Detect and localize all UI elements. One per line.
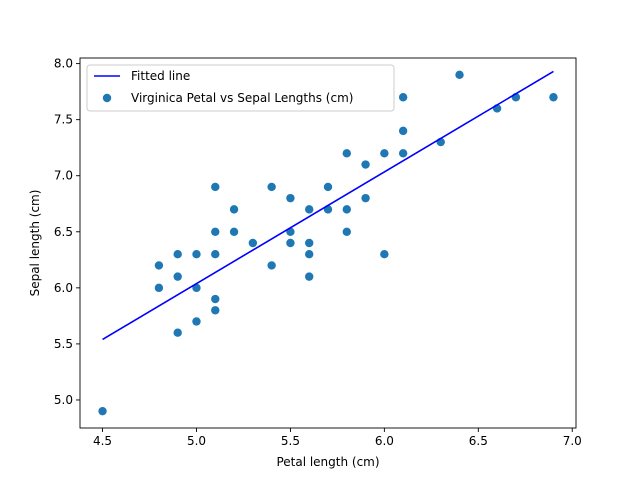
legend-box — [86, 64, 395, 112]
data-point — [361, 193, 370, 203]
data-point — [173, 272, 182, 281]
data-point — [342, 227, 351, 236]
data-point — [229, 227, 239, 236]
data-point — [248, 238, 258, 248]
y-tick-label: 6.5 — [54, 225, 73, 239]
data-point — [361, 160, 370, 169]
data-point — [342, 205, 351, 214]
plot-area — [98, 70, 558, 416]
y-tick-label: 7.0 — [54, 169, 73, 183]
data-point — [398, 126, 408, 136]
data-point — [154, 283, 164, 293]
data-point — [305, 238, 314, 248]
data-point — [455, 70, 464, 80]
y-tick-label: 8.0 — [54, 57, 73, 71]
data-point — [267, 182, 276, 192]
data-point — [286, 193, 295, 203]
x-tick-label: 6.5 — [469, 434, 488, 448]
legend-label-fitted-line: Fitted line — [131, 69, 190, 83]
data-point — [98, 406, 107, 416]
data-point — [323, 182, 333, 192]
data-point — [154, 261, 164, 270]
x-tick-label: 5.5 — [281, 434, 300, 448]
data-point — [211, 306, 220, 315]
data-point — [380, 149, 389, 158]
data-point — [380, 250, 389, 259]
x-tick-label: 7.0 — [563, 434, 582, 448]
data-point — [286, 238, 295, 248]
axes: 4.5 5.0 5.5 6.0 6.5 7.0 5.0 5.5 6.0 6.5 7.0 7.5 8.0 — [54, 57, 582, 448]
data-point — [173, 250, 182, 259]
data-point — [305, 250, 314, 259]
data-point — [173, 328, 182, 337]
data-point — [192, 317, 201, 326]
data-point — [305, 205, 314, 214]
data-point — [267, 261, 276, 270]
y-tick-label: 7.5 — [54, 113, 73, 127]
y-tick-label: 5.5 — [54, 337, 73, 351]
legend-marker-swatch — [102, 93, 112, 103]
data-point — [305, 272, 314, 281]
data-point — [342, 149, 351, 158]
data-point — [549, 93, 558, 102]
y-tick-label: 5.0 — [54, 393, 73, 407]
y-tick-label: 6.0 — [54, 281, 73, 295]
fitted-line — [102, 70, 554, 341]
axes-frame — [79, 57, 577, 429]
legend: Fitted line Virginica Petal vs Sepal Leng… — [86, 64, 395, 112]
data-point — [211, 294, 220, 304]
x-tick-label: 6.0 — [375, 434, 394, 448]
scatter-series — [98, 70, 558, 416]
x-axis-label: Petal length (cm) — [276, 455, 379, 469]
data-point — [398, 93, 408, 102]
data-point — [211, 250, 220, 259]
x-tick-label: 4.5 — [93, 434, 112, 448]
data-point — [398, 149, 408, 158]
x-tick-label: 5.0 — [187, 434, 206, 448]
legend-label-scatter: Virginica Petal vs Sepal Lengths (cm) — [131, 91, 353, 105]
data-point — [229, 205, 239, 214]
data-point — [211, 227, 220, 236]
data-point — [192, 250, 201, 259]
data-point — [211, 182, 220, 192]
y-axis-label: Sepal length (cm) — [28, 190, 42, 297]
